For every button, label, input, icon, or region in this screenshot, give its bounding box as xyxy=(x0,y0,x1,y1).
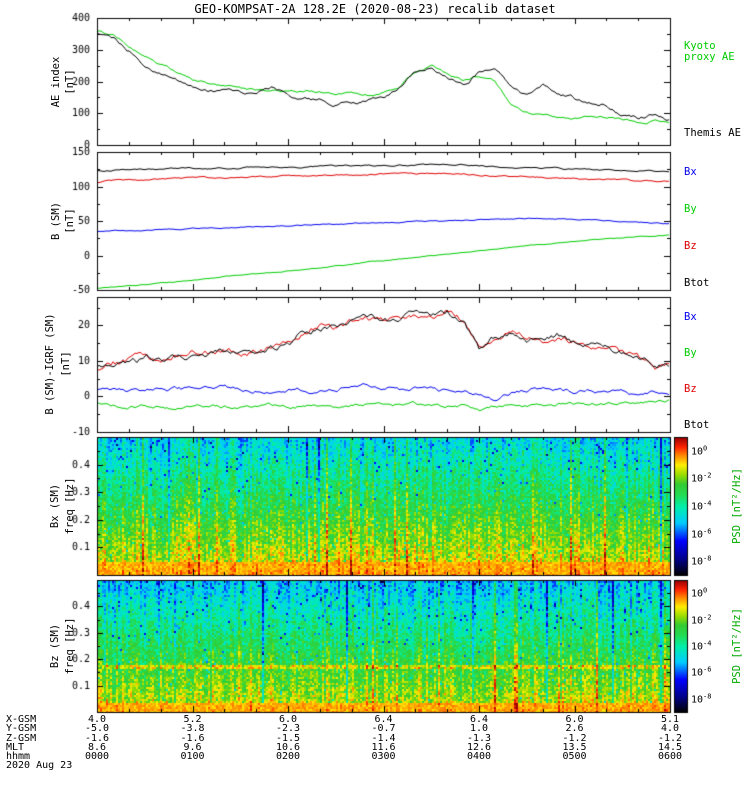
axis-row-value: 0100 xyxy=(180,751,205,763)
p3-ylabel-units: [nT] xyxy=(60,351,72,377)
legend-kyoto: Kyoto xyxy=(684,40,716,52)
axis-row-value: 0000 xyxy=(84,751,110,763)
axis-row-value: -3.8 xyxy=(180,723,205,735)
axis-row-value: 1.0 xyxy=(469,723,489,735)
legend-bz: Bz xyxy=(684,383,697,395)
colorbar-tick-label: 10-2 xyxy=(691,612,712,627)
axis-row-value: -1.4 xyxy=(371,732,396,744)
p5-ylabel: Bz (SM) xyxy=(49,623,61,669)
axis-row-value: -1.3 xyxy=(466,732,492,744)
p1-ylabel: AE index xyxy=(50,56,62,108)
psd-label-bz: PSD [nT²/Hz] xyxy=(731,608,743,684)
axis-row-value: 8.6 xyxy=(87,741,107,753)
legend-bx: Bx xyxy=(684,311,697,323)
axis-row-value: 6.0 xyxy=(278,714,298,725)
axis-row-value: -1.6 xyxy=(84,732,110,744)
axis-row-value: 4.0 xyxy=(87,714,107,725)
axis-row-value: 5.1 xyxy=(660,714,680,725)
p4-ylabel-units: freq [Hz] xyxy=(64,477,76,535)
axis-row-value: 6.4 xyxy=(469,714,489,725)
p2-ylabel-units: [nT] xyxy=(64,208,76,234)
axis-row-value: -1.2 xyxy=(657,732,683,744)
axis-row-value: 9.6 xyxy=(183,741,202,753)
p1-ylabel-units: [nT] xyxy=(64,69,76,95)
axis-row-value: 6.0 xyxy=(565,714,584,725)
axis-row-value: 12.6 xyxy=(466,741,492,753)
axis-row-value: 0200 xyxy=(275,751,301,763)
legend-by: By xyxy=(684,347,697,359)
legend-by: By xyxy=(684,203,697,215)
colorbar-tick-label: 10-6 xyxy=(691,526,712,541)
axis-row-value: 13.5 xyxy=(562,741,587,753)
axis-row-value: 4.0 xyxy=(660,723,680,735)
p5-ylabel-units: freq [Hz] xyxy=(64,617,76,675)
axis-row-value: 0400 xyxy=(466,751,492,763)
legend-btot: Btot xyxy=(684,277,710,289)
colorbar-tick-label: 10-8 xyxy=(691,554,712,568)
axis-row-value: 10.6 xyxy=(275,741,301,753)
axis-row-label-mlt: MLT xyxy=(6,741,25,753)
legend-themis-ae: Themis AE xyxy=(684,127,741,139)
colorbar-tick-label: 100 xyxy=(691,444,708,458)
psd-label-bx: PSD [nT²/Hz] xyxy=(731,468,743,544)
axis-row-value: -0.7 xyxy=(371,723,396,735)
colorbar-tick-label: 10-2 xyxy=(691,471,712,486)
colorbar-tick-label: 100 xyxy=(691,586,708,600)
p4-ylabel: Bx (SM) xyxy=(49,483,61,529)
axis-row-label-y-gsm: Y-GSM xyxy=(6,723,37,735)
legend-bz: Bz xyxy=(684,240,697,252)
colorbar-tick-label: 10-4 xyxy=(691,639,712,653)
figure-title: GEO-KOMPSAT-2A 128.2E (2020-08-23) recal… xyxy=(194,2,556,16)
colorbar-tick-label: 10-6 xyxy=(691,665,712,680)
p2-ylabel: B (SM) xyxy=(50,202,62,240)
axis-row-value: -2.3 xyxy=(275,723,301,735)
axis-row-value: 11.6 xyxy=(371,741,396,753)
axis-row-value: 5.2 xyxy=(183,714,202,725)
legend-bx: Bx xyxy=(684,166,697,178)
axis-row-value: 0600 xyxy=(657,751,683,763)
date-label: 2020 Aug 23 xyxy=(6,760,73,771)
axis-row-label-x-gsm: X-GSM xyxy=(6,714,37,725)
axis-row-value: -1.6 xyxy=(180,732,205,744)
axis-row-value: -1.2 xyxy=(562,732,587,744)
axis-row-value: 6.4 xyxy=(374,714,393,725)
colorbar-tick-label: 10-4 xyxy=(691,499,712,513)
p3-ylabel: B (SM)-IGRF (SM) xyxy=(44,313,56,415)
axis-row-value: 0500 xyxy=(562,751,587,763)
axis-row-value: 2.6 xyxy=(565,723,584,735)
axis-row-label-z-gsm: Z-GSM xyxy=(6,732,37,744)
colorbar-tick-label: 10-8 xyxy=(691,692,712,706)
axis-row-value: -5.0 xyxy=(84,723,110,735)
axis-row-label-hhmm: hhmm xyxy=(6,751,31,763)
axis-row-value: 14.5 xyxy=(657,741,683,753)
legend-proxy-ae: proxy AE xyxy=(684,51,735,63)
legend-btot: Btot xyxy=(684,419,710,431)
axis-row-value: 0300 xyxy=(371,751,396,763)
axis-row-value: -1.5 xyxy=(275,732,301,744)
